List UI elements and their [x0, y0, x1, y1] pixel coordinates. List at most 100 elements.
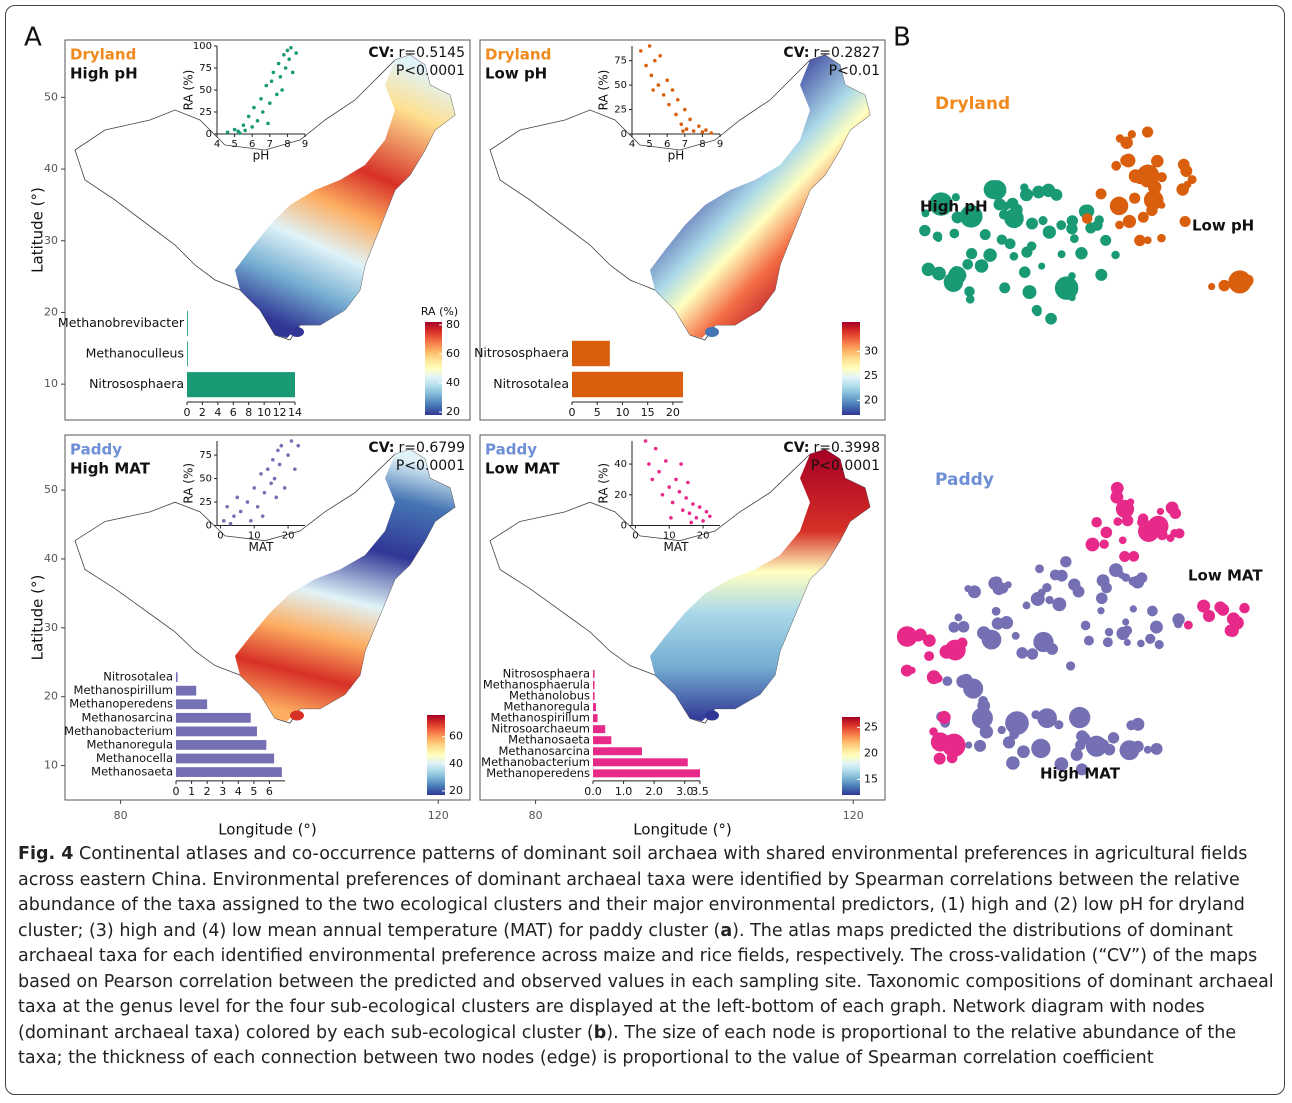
- x-tick-label: 14: [288, 406, 302, 419]
- x-axis-label: MAT: [249, 540, 275, 554]
- x-tick-label: 20: [697, 531, 710, 542]
- colorbar-tick-label: 30: [864, 344, 878, 357]
- bar: [176, 699, 207, 709]
- network-node: [964, 286, 974, 296]
- y-tick-label: 50: [199, 474, 212, 485]
- network-node: [942, 734, 965, 757]
- colorbar-tick-label: 20: [446, 405, 460, 418]
- network-node: [1239, 603, 1250, 614]
- network-label: High MAT: [1040, 765, 1121, 783]
- y-tick-label: 75: [199, 63, 212, 74]
- x-axis-label: MAT: [664, 540, 690, 554]
- x-tick-label: 2: [204, 785, 211, 798]
- cv-value: r=0.3998: [814, 440, 880, 456]
- network-node: [1121, 140, 1129, 148]
- network-node: [919, 225, 930, 236]
- bar-category-label: Nitrososphaera: [474, 345, 569, 360]
- network-node: [1172, 613, 1184, 625]
- x-tick-label: 4: [629, 139, 635, 150]
- bar-category-label: Methanosarcina: [81, 710, 173, 724]
- network-node: [1208, 283, 1215, 290]
- scatter-point: [691, 502, 695, 506]
- scatter-point: [239, 510, 243, 514]
- x-tick-label: 8: [699, 139, 705, 150]
- network-node: [943, 676, 953, 686]
- bar: [176, 740, 266, 750]
- scatter-point: [709, 131, 713, 135]
- scatter-point: [686, 481, 690, 485]
- network-node: [1188, 175, 1197, 184]
- scatter-point: [679, 122, 683, 126]
- y-axis-label: RA (%): [597, 70, 611, 111]
- network-node: [1151, 155, 1164, 168]
- network-node: [1137, 164, 1159, 186]
- y-tick-label: 0: [621, 521, 627, 532]
- p-value: P<0.0001: [396, 63, 465, 79]
- network-node: [1032, 305, 1042, 315]
- colorbar: [842, 322, 860, 415]
- network-node: [1225, 625, 1237, 637]
- network-node: [935, 234, 943, 242]
- network-node: [1176, 183, 1188, 195]
- network-node: [957, 638, 968, 649]
- x-tick-label: 5: [594, 406, 601, 419]
- scatter-point: [648, 44, 652, 48]
- network-node: [1178, 159, 1190, 171]
- x-axis-label: pH: [668, 149, 685, 163]
- scatter-point: [294, 51, 298, 55]
- scatter-point: [671, 501, 675, 505]
- network-node: [1035, 564, 1044, 573]
- scatter-point: [644, 439, 648, 443]
- colorbar-tick-label: 40: [449, 757, 463, 770]
- network-label: Paddy: [935, 470, 994, 490]
- map-island: [290, 327, 304, 337]
- network-node: [988, 577, 1001, 590]
- network-node: [989, 183, 1003, 197]
- network-node: [1005, 711, 1029, 735]
- x-tick-label: 120: [843, 809, 864, 822]
- bar-category-label: Methanoperedens: [69, 697, 173, 711]
- network-node: [1123, 215, 1136, 228]
- scatter-point: [664, 459, 668, 463]
- scatter-point: [689, 521, 693, 525]
- network-node: [1126, 720, 1136, 730]
- network-node: [1005, 581, 1012, 588]
- scatter-point: [701, 130, 705, 134]
- y-tick-label: 20: [614, 490, 627, 501]
- scatter-point: [708, 515, 712, 519]
- network-node: [1166, 502, 1179, 515]
- scatter-point: [639, 49, 643, 53]
- scatter-point: [277, 62, 281, 66]
- scatter-point: [667, 485, 671, 489]
- network-node: [965, 742, 972, 749]
- network-node: [1068, 578, 1080, 590]
- x-tick-label: 1: [188, 785, 195, 798]
- x-axis-label: Longitude (°): [218, 821, 317, 839]
- y-tick-label: 0: [621, 129, 627, 140]
- panel-subtitle: High pH: [70, 65, 138, 83]
- network-node: [1219, 280, 1230, 291]
- network-node: [1012, 632, 1020, 640]
- network-node: [1115, 221, 1124, 230]
- panel-subtitle: Low MAT: [485, 460, 560, 478]
- network-node: [1023, 285, 1037, 299]
- y-tick-label: 40: [614, 459, 627, 470]
- network-node: [929, 727, 937, 735]
- scatter-point: [268, 101, 272, 105]
- scatter-point: [657, 83, 661, 87]
- scatter-point: [647, 462, 651, 466]
- y-axis-label: Latitude (°): [29, 187, 47, 273]
- x-tick-label: 8: [284, 139, 290, 150]
- network-node: [1147, 532, 1154, 539]
- scatter-point: [681, 508, 685, 512]
- network-node: [1056, 220, 1066, 230]
- colorbar-tick-label: 25: [864, 720, 878, 733]
- network-node: [1005, 238, 1016, 249]
- network-node: [1105, 628, 1113, 636]
- x-tick-label: 80: [529, 809, 543, 822]
- group-title: Paddy: [70, 441, 122, 459]
- scatter-point: [688, 118, 692, 122]
- colorbar-tick-label: 40: [446, 376, 460, 389]
- y-tick-label: 100: [193, 41, 212, 52]
- x-tick-label: 9: [302, 139, 308, 150]
